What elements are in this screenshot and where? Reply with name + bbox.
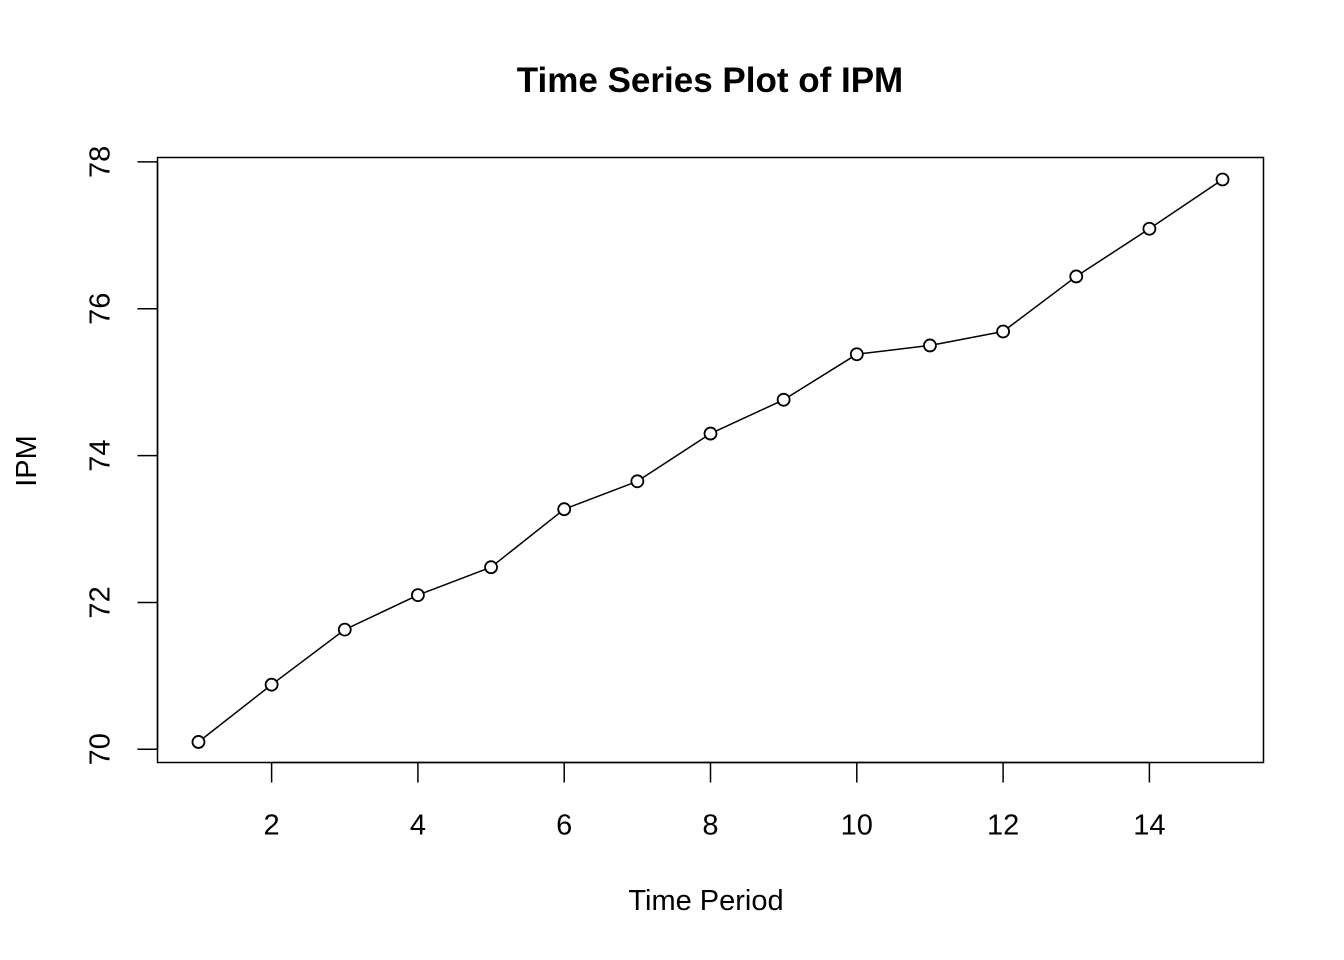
series-line-segment xyxy=(935,331,998,346)
x-tick-label: 4 xyxy=(410,810,426,842)
y-tick-label: 76 xyxy=(85,293,117,325)
series-line-segment xyxy=(423,568,486,594)
x-axis: 2 4 6 8 10 12 14 xyxy=(264,761,1166,842)
data-point-marker xyxy=(703,426,718,441)
y-tick-label: 70 xyxy=(85,733,117,765)
data-point-marker xyxy=(557,502,572,517)
series-line-segment xyxy=(1080,231,1145,274)
x-tick-label: 10 xyxy=(841,810,873,842)
plot-frame xyxy=(156,156,1265,764)
series-line-segment xyxy=(862,345,925,355)
y-tick-label: 78 xyxy=(85,146,117,178)
series-line-segment xyxy=(275,632,341,682)
data-point-marker xyxy=(337,622,352,637)
series-line-segment xyxy=(202,687,268,739)
series-layer xyxy=(191,172,1230,749)
data-point-marker xyxy=(264,677,279,692)
x-tick-label: 12 xyxy=(987,810,1019,842)
data-point-marker xyxy=(1142,221,1157,236)
series-line-segment xyxy=(1007,279,1072,329)
data-point-marker xyxy=(996,324,1010,339)
series-line-segment xyxy=(569,482,633,508)
x-tick-label: 8 xyxy=(702,810,718,842)
x-tick-label: 14 xyxy=(1133,810,1165,842)
data-point-marker xyxy=(411,588,425,602)
data-point-marker xyxy=(776,392,791,407)
x-tick-label: 2 xyxy=(264,810,280,842)
data-point-marker xyxy=(923,338,937,353)
y-tick-label: 74 xyxy=(85,439,117,471)
y-tick-label: 72 xyxy=(85,586,117,618)
y-axis-label: IPM xyxy=(11,435,43,487)
series-line-segment xyxy=(1153,182,1218,226)
data-point-marker xyxy=(630,474,645,489)
series-line-segment xyxy=(641,436,706,479)
x-tick-label: 6 xyxy=(556,810,572,842)
y-axis: 70 72 74 76 78 xyxy=(85,146,159,765)
series-line-segment xyxy=(788,356,853,398)
data-point-marker xyxy=(849,347,864,362)
series-line-segment xyxy=(715,401,779,432)
series-line-segment xyxy=(495,512,560,565)
data-point-marker xyxy=(1069,269,1084,284)
data-point-marker xyxy=(191,735,206,749)
chart-title: Time Series Plot of IPM xyxy=(517,61,903,100)
series-line-segment xyxy=(349,596,413,628)
data-point-marker xyxy=(484,560,498,575)
x-axis-label: Time Period xyxy=(628,885,783,917)
data-point-marker xyxy=(1215,172,1230,187)
